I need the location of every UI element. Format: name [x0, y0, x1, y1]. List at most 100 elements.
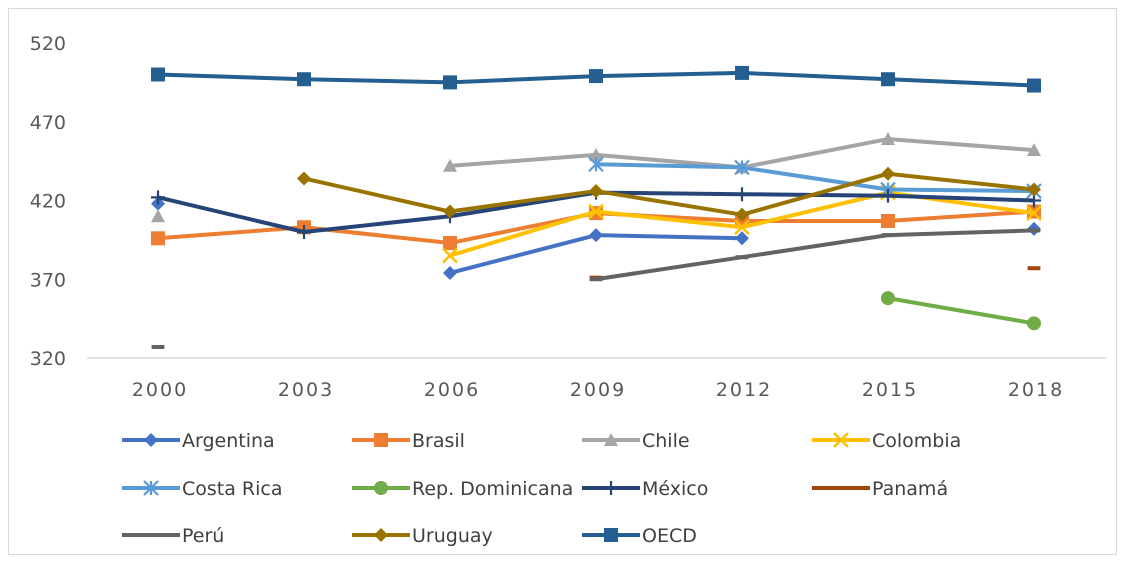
data-point [442, 247, 458, 264]
y-tick-label: 420 [30, 191, 66, 213]
x-tick-label: 2015 [862, 379, 918, 401]
data-point [443, 265, 457, 280]
x-tick-label: 2009 [570, 379, 626, 401]
y-tick-label: 320 [30, 348, 66, 370]
data-point [297, 171, 311, 186]
chart-frame [8, 8, 1117, 555]
data-point [145, 533, 157, 537]
legend-label: Costa Rica [182, 478, 283, 500]
series-uruguay [297, 166, 1041, 222]
data-point [443, 204, 457, 219]
legend-label: Argentina [182, 430, 275, 452]
y-tick-label: 470 [30, 112, 66, 134]
data-point [1027, 182, 1041, 197]
legend: Argentina Brasil Chile Colombia Costa Rica Re… [122, 430, 961, 547]
data-point [881, 72, 895, 87]
series-oecd [151, 65, 1041, 93]
legend-label: Panamá [872, 478, 948, 500]
data-point [1027, 78, 1041, 93]
legend-item: Chile [582, 430, 690, 452]
y-tick-label: 520 [30, 33, 66, 55]
data-point [1027, 266, 1041, 271]
data-point [881, 166, 895, 181]
data-point [589, 69, 603, 84]
data-point [1027, 228, 1041, 233]
data-point [881, 213, 895, 228]
data-point [589, 228, 603, 243]
data-point [151, 344, 165, 349]
data-point [734, 159, 750, 176]
legend-label: Perú [182, 525, 224, 547]
legend-label: Colombia [872, 430, 961, 452]
data-point [588, 156, 604, 173]
data-point [144, 433, 158, 447]
legend-item: Colombia [812, 430, 961, 452]
data-point [1027, 316, 1041, 331]
data-point [1026, 205, 1042, 221]
legend-item: Panamá [812, 478, 948, 500]
data-point [881, 188, 895, 203]
data-point [374, 528, 388, 542]
x-tick-label: 2003 [278, 379, 334, 401]
data-point [443, 158, 457, 172]
legend-item: Brasil [352, 430, 465, 452]
legend-label: Brasil [412, 430, 465, 452]
data-point [151, 190, 165, 205]
series-per- [151, 228, 1041, 349]
legend-item: Costa Rica [122, 478, 283, 500]
legend-item: Argentina [122, 430, 275, 452]
series-line [595, 162, 1035, 194]
series-rep-dominicana [881, 291, 1041, 331]
data-point [297, 225, 311, 239]
legend-label: México [642, 478, 708, 500]
legend-item: México [582, 478, 708, 500]
data-point [735, 207, 749, 222]
data-point [735, 231, 749, 246]
data-point [881, 132, 895, 146]
data-point [835, 486, 847, 490]
legend-item: OECD [582, 525, 697, 547]
legend-item: Perú [122, 525, 224, 547]
data-point [589, 277, 603, 282]
data-point [151, 231, 165, 246]
data-point [443, 236, 457, 251]
data-point [589, 184, 603, 199]
data-point [374, 481, 388, 495]
legend-label: Uruguay [412, 525, 493, 547]
x-tick-label: 2018 [1008, 379, 1064, 401]
x-tick-label: 2012 [716, 379, 772, 401]
legend-label: Rep. Dominicana [412, 478, 573, 500]
x-tick-label: 2006 [424, 379, 480, 401]
y-tick-label: 370 [30, 269, 66, 291]
data-point [735, 255, 749, 260]
legend-label: Chile [642, 430, 690, 452]
legend-item: Rep. Dominicana [352, 478, 573, 500]
data-point [1027, 143, 1041, 157]
data-point [297, 72, 311, 87]
data-point [833, 432, 849, 448]
data-point [589, 147, 603, 161]
data-point [734, 219, 750, 236]
series-line [595, 228, 1035, 282]
legend-item: Uruguay [352, 525, 493, 547]
data-point [588, 203, 604, 220]
data-point [604, 433, 618, 446]
data-point [151, 67, 165, 82]
series-group [151, 65, 1042, 349]
series-line [303, 171, 1035, 217]
data-point [143, 480, 159, 496]
data-point [151, 209, 165, 223]
data-point [604, 528, 618, 542]
data-point [443, 75, 457, 90]
data-point [374, 433, 388, 447]
data-point [881, 233, 895, 238]
legend-label: OECD [642, 525, 697, 547]
series-line [887, 296, 1035, 326]
data-point [881, 291, 895, 306]
data-point [735, 187, 749, 202]
x-axis-ticks: 2000 2003 2006 2009 2012 2015 2018 [132, 379, 1064, 401]
y-axis-ticks: 320 370 420 470 520 [30, 33, 66, 370]
data-point [735, 65, 749, 80]
data-point [604, 481, 618, 495]
